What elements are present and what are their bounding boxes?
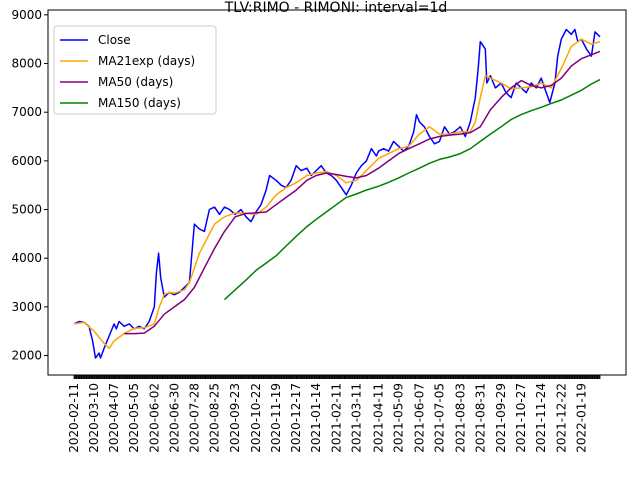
x-axis: 2020-02-11 2020-03-10 2020-04-07 2020-05-05… [67,375,601,453]
y-tick-label: 5000 [11,203,42,217]
x-tick-label: 2020-06-30 [167,383,181,453]
x-tick-label: 2020-06-02 [147,383,161,453]
legend-entry: MA50 (days) [98,75,173,89]
x-tick-label: 2020-03-10 [87,383,101,453]
x-tick-label: 2021-10-27 [514,383,528,453]
series-line-ma50-days [124,50,601,335]
x-tick-label: 2021-07-05 [432,383,446,453]
x-tick-label: 2020-02-11 [67,383,81,453]
y-tick-label: 2000 [11,349,42,363]
y-tick-label: 7000 [11,105,42,119]
x-tick-label: 2022-01-19 [574,383,588,453]
x-tick-label: 2020-08-25 [207,383,221,453]
x-tick-label: 2020-04-07 [107,383,121,453]
x-tick-label: 2021-11-24 [534,383,548,453]
x-tick-label: 2021-06-07 [412,383,426,453]
legend-box [53,25,217,115]
y-axis: 2000 3000 4000 5000 6000 7000 8000 9000 [11,8,48,363]
x-tick-label: 2021-12-22 [554,383,568,453]
x-tick-label: 2020-05-05 [127,383,141,453]
x-tick-label: 2021-09-29 [494,383,508,453]
y-tick-label: 8000 [11,57,42,71]
series-layer [73,28,601,359]
x-tick-label: 2020-07-28 [187,383,201,453]
series-line-ma21exp-days [73,38,601,349]
axes-frame [47,9,627,376]
x-tick-label: 2021-03-11 [349,383,363,453]
y-tick-label: 9000 [11,8,42,22]
y-tick-label: 6000 [11,154,42,168]
legend-entry: MA150 (days) [98,96,181,110]
legend: Close MA21exp (days) MA50 (days) MA150 (day… [53,25,217,115]
x-tick-label: 2021-05-09 [392,383,406,453]
x-tick-label: 2020-10-22 [249,383,263,453]
y-tick-label: 3000 [11,300,42,314]
x-tick-label: 2021-08-03 [453,383,467,453]
x-tick-label: 2021-02-11 [329,383,343,453]
x-tick-label: 2020-11-19 [269,383,283,453]
x-tick-label: 2021-01-14 [309,383,323,453]
y-tick-label: 4000 [11,251,42,265]
x-tick-label: 2021-08-31 [473,383,487,453]
x-tick-label: 2020-09-23 [228,383,242,453]
series-line-ma150-days [223,78,601,301]
x-tick-label: 2020-12-17 [289,383,303,453]
x-tick-label: 2021-04-11 [372,383,386,453]
chart-title: TLV:RIMO - RIMONI: interval=1d [224,0,448,16]
legend-entry: MA21exp (days) [98,54,195,68]
legend-entry: Close [98,33,131,47]
